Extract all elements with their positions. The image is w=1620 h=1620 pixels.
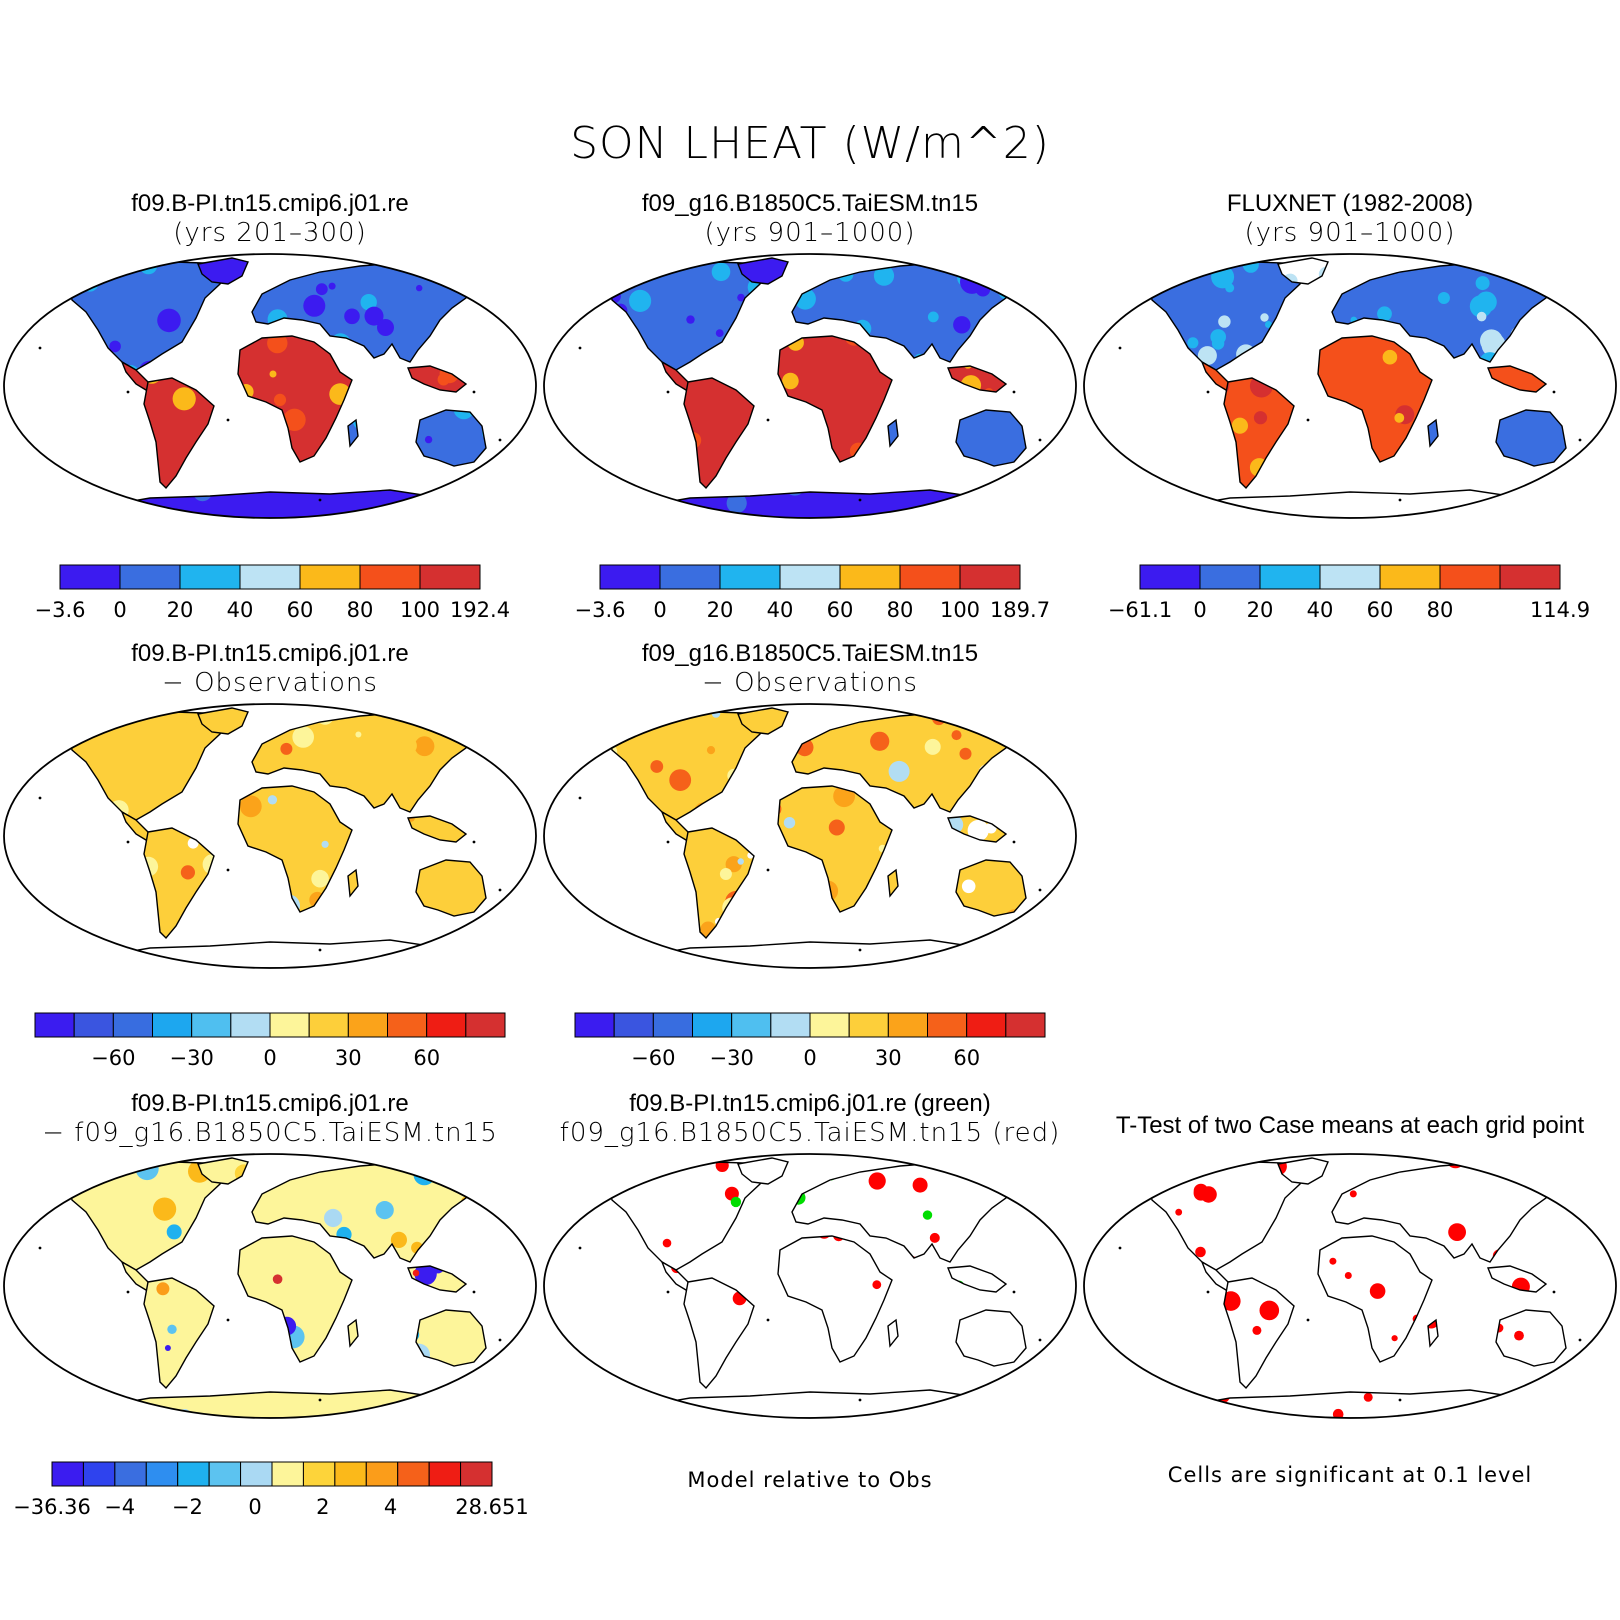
panel-title: f09_g16.B1850C5.TaiESM.tn15 <box>641 640 979 667</box>
colorbar-tick-label: 60 <box>953 1046 980 1070</box>
colorbar-tick-label: 189.7 <box>990 598 1050 622</box>
map-case2-minus-obs <box>543 703 1077 969</box>
colorbar-tick-label: −4 <box>104 1495 135 1519</box>
colorbar-tick-label: 60 <box>1367 598 1394 622</box>
map-model-relative-to-obs <box>543 1153 1077 1419</box>
panel-subtitle: − Observations <box>702 668 918 698</box>
panel-title: f09.B-PI.tn15.cmip6.j01.re (green) <box>629 1090 991 1117</box>
panel-subtitle: (yrs 201–300) <box>173 218 367 248</box>
colorbar-tick-label: 60 <box>287 598 314 622</box>
colorbar-tick-label: 100 <box>400 598 440 622</box>
colorbar-tick-label: 2 <box>316 1495 329 1519</box>
colorbar-tick-label: 20 <box>167 598 194 622</box>
colorbar-tick-label: 114.9 <box>1530 598 1590 622</box>
panel-title: f09.B-PI.tn15.cmip6.j01.re <box>131 190 409 217</box>
colorbar-tick-label: 0 <box>1193 598 1206 622</box>
colorbar-tick-label: 4 <box>384 1495 397 1519</box>
colorbar-tick-label: 20 <box>1247 598 1274 622</box>
colorbar-observations: −61.1 0 20 40 60 80 114.9 <box>1108 564 1590 630</box>
panel-case1-climatology: f09.B-PI.tn15.cmip6.j01.re (yrs 201–300)… <box>0 190 540 630</box>
panel-case2-minus-obs: f09_g16.B1850C5.TaiESM.tn15 − Observatio… <box>540 640 1080 1080</box>
colorbar-tick-label: 192.4 <box>450 598 510 622</box>
panel-subtitle: (yrs 901–1000) <box>1244 218 1456 248</box>
colorbar-tick-label: 0 <box>803 1046 816 1070</box>
colorbar-diff-obs-1: −60 −30 0 30 60 <box>34 1012 506 1078</box>
colorbar-tick-label: 80 <box>347 598 374 622</box>
colorbar-tick-label: 60 <box>827 598 854 622</box>
colorbar-tick-label: 30 <box>875 1046 902 1070</box>
map-case1-minus-obs <box>3 703 537 969</box>
colorbar-tick-label: −3.6 <box>575 598 626 622</box>
colorbar-tick-label: −30 <box>170 1046 214 1070</box>
colorbar-tick-label: 80 <box>887 598 914 622</box>
colorbar-tick-label: 28.651 <box>455 1495 528 1519</box>
colorbar-tick-label: −3.6 <box>35 598 86 622</box>
map-case2 <box>543 253 1077 519</box>
map-case-difference <box>3 1153 537 1419</box>
colorbar-diff-obs-2: −60 −30 0 30 60 <box>574 1012 1046 1078</box>
note-significance: Cells are significant at 0.1 level <box>1167 1463 1533 1487</box>
panel-case2-climatology: f09_g16.B1850C5.TaiESM.tn15 (yrs 901–100… <box>540 190 1080 630</box>
colorbar-tick-label: 0 <box>653 598 666 622</box>
colorbar-tick-label: 40 <box>1307 598 1334 622</box>
colorbar-tick-label: 0 <box>113 598 126 622</box>
panel-model-relative-to-obs: f09.B-PI.tn15.cmip6.j01.re (green) f09_g… <box>540 1090 1080 1530</box>
panel-subtitle: − f09_g16.B1850C5.TaiESM.tn15 <box>42 1118 498 1148</box>
colorbar-tick-label: 30 <box>335 1046 362 1070</box>
panel-title: f09_g16.B1850C5.TaiESM.tn15 <box>641 190 979 217</box>
panel-case-difference: f09.B-PI.tn15.cmip6.j01.re − f09_g16.B18… <box>0 1090 540 1530</box>
colorbar-tick-label: 20 <box>707 598 734 622</box>
colorbar-tick-label: 0 <box>263 1046 276 1070</box>
colorbar-tick-label: 40 <box>767 598 794 622</box>
panel-case1-minus-obs: f09.B-PI.tn15.cmip6.j01.re − Observation… <box>0 640 540 1080</box>
note-model-relative: Model relative to Obs <box>687 1468 933 1492</box>
map-observations <box>1083 253 1617 519</box>
colorbar-tick-label: 100 <box>940 598 980 622</box>
colorbar-tick-label: −61.1 <box>1108 598 1172 622</box>
panel-title: FLUXNET (1982-2008) <box>1226 190 1474 217</box>
colorbar-tick-label: −30 <box>710 1046 754 1070</box>
colorbar-tick-label: −36.36 <box>13 1495 91 1519</box>
colorbar-case2: −3.6 0 20 40 60 80 100 189.7 <box>575 564 1050 630</box>
colorbar-case-difference: −36.36 −4 −2 0 2 4 28.651 <box>13 1461 529 1527</box>
colorbar-tick-label: −60 <box>91 1046 135 1070</box>
panel-title: f09.B-PI.tn15.cmip6.j01.re <box>131 1090 409 1117</box>
map-ttest <box>1083 1153 1617 1419</box>
panel-subtitle: − Observations <box>162 668 378 698</box>
panel-subtitle: f09_g16.B1850C5.TaiESM.tn15 (red) <box>559 1118 1061 1148</box>
panel-title: f09.B-PI.tn15.cmip6.j01.re <box>131 640 409 667</box>
map-case1 <box>3 253 537 519</box>
colorbar-tick-label: 60 <box>413 1046 440 1070</box>
panel-subtitle: (yrs 901–1000) <box>704 218 916 248</box>
figure-title: SON LHEAT (W/m^2) <box>570 118 1050 169</box>
colorbar-tick-label: 40 <box>227 598 254 622</box>
colorbar-tick-label: −2 <box>172 1495 203 1519</box>
colorbar-tick-label: −60 <box>631 1046 675 1070</box>
panel-ttest: T-Test of two Case means at each grid po… <box>1080 1090 1620 1530</box>
colorbar-case1: −3.6 0 20 40 60 80 100 192.4 <box>35 564 510 630</box>
panel-observations: FLUXNET (1982-2008) (yrs 901–1000) −61.1… <box>1080 190 1620 630</box>
colorbar-tick-label: 80 <box>1427 598 1454 622</box>
panel-title: T-Test of two Case means at each grid po… <box>1115 1112 1585 1139</box>
colorbar-tick-label: 0 <box>248 1495 261 1519</box>
